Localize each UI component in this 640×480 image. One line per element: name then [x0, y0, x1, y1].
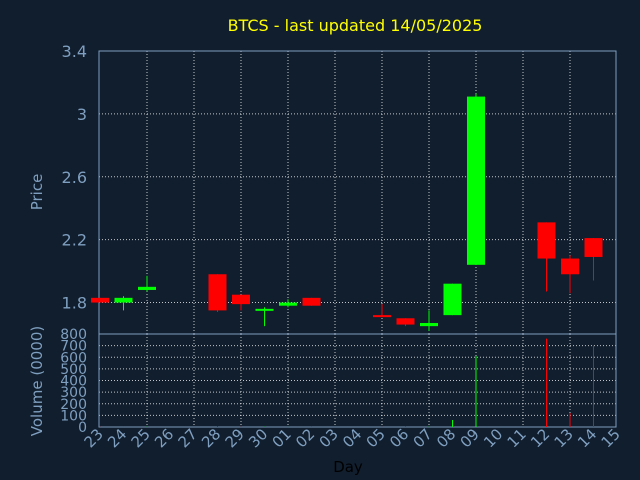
price-y-ticks: 1.8 2.2 2.6 3 3.4	[62, 42, 87, 313]
candle	[420, 310, 438, 331]
volume-tick-label: 400	[60, 374, 87, 390]
candle	[373, 304, 391, 318]
candle	[443, 283, 462, 316]
volume-tick-label: 600	[60, 350, 87, 366]
price-tick-label: 2.6	[62, 168, 87, 187]
price-tick-label: 2.2	[62, 231, 87, 250]
volume-axis-label: Volume (0000)	[28, 326, 46, 436]
candle-body	[232, 294, 250, 305]
candle-body	[255, 308, 274, 311]
price-tick-label: 3	[77, 105, 87, 124]
volume-tick-label: 500	[60, 362, 87, 378]
candle	[91, 297, 109, 303]
x-axis-label: Day	[333, 458, 363, 476]
candle	[255, 307, 274, 327]
candle	[138, 275, 156, 292]
volume-plot-frame	[98, 333, 617, 428]
price-tick-label: 3.4	[62, 42, 87, 61]
candle-body	[420, 322, 438, 327]
volume-tick-label: 300	[60, 385, 87, 401]
candle	[114, 296, 133, 311]
candle	[232, 294, 250, 311]
candle-body	[373, 315, 391, 318]
candle	[537, 222, 556, 292]
candle-body	[279, 302, 297, 306]
candle	[302, 297, 321, 306]
candle-body	[443, 283, 462, 316]
x-ticks: 2324252627282930010203040506070809101112…	[81, 425, 624, 451]
candle-body	[91, 297, 109, 303]
candle-body	[584, 238, 603, 257]
candle	[584, 238, 603, 281]
candle-body	[114, 297, 133, 303]
candles	[91, 93, 603, 331]
candle	[396, 318, 415, 327]
candle	[561, 255, 579, 294]
volume-tick-label: 700	[60, 339, 87, 355]
price-tick-label: 1.8	[62, 294, 87, 313]
candle-body	[396, 318, 415, 325]
price-axis-label: Price	[28, 174, 46, 211]
chart-title: BTCS - last updated 14/05/2025	[228, 16, 483, 35]
candle-body	[138, 286, 156, 290]
candle-body	[208, 274, 227, 311]
candle-body	[467, 96, 485, 265]
candle-body	[537, 222, 556, 259]
candle	[467, 93, 485, 265]
volume-tick-label: 200	[60, 397, 87, 413]
volume-bars	[99, 338, 594, 427]
candle-body	[561, 258, 579, 275]
volume-tick-label: 0	[78, 420, 87, 436]
volume-tick-label: 100	[60, 408, 87, 424]
candle-body	[302, 297, 321, 306]
volume-tick-label: 800	[60, 327, 87, 343]
candle	[279, 299, 297, 308]
candle	[208, 274, 227, 312]
volume-grid	[99, 334, 616, 427]
